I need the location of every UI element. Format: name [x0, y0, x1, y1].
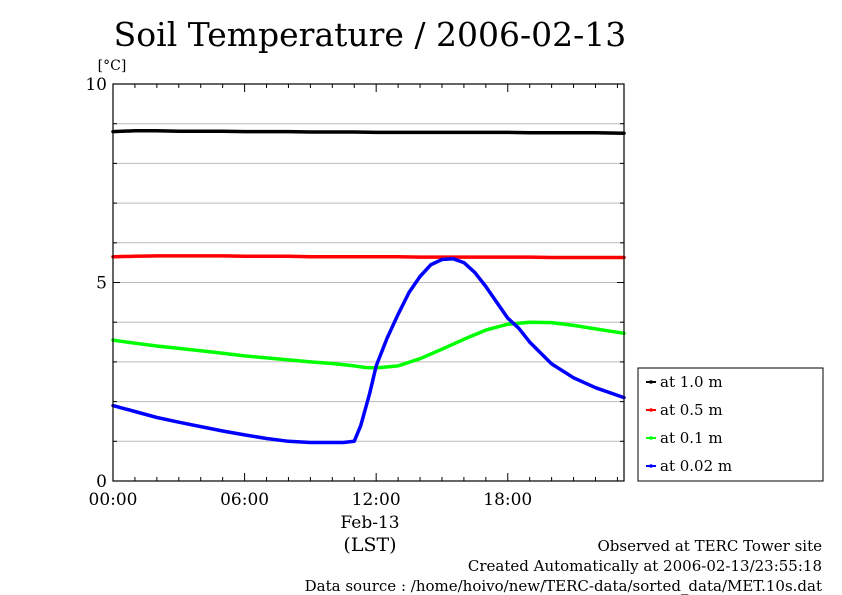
x-tick-label: 12:00 — [352, 490, 401, 510]
y-axis-ticks: 0 5 10 — [85, 75, 624, 492]
legend-marker — [649, 464, 653, 468]
legend: at 1.0 m at 0.5 m at 0.1 m at 0.02 m — [637, 367, 824, 482]
x-tick-label: 06:00 — [220, 490, 269, 510]
series-line — [111, 256, 626, 445]
x-tick-label: 00:00 — [89, 490, 138, 510]
x-axis-timezone-label: (LST) — [343, 534, 396, 556]
grid — [113, 123, 624, 442]
y-axis-unit: [°C] — [98, 58, 127, 74]
legend-marker — [649, 436, 653, 440]
legend-label: at 0.02 m — [660, 457, 732, 475]
footer-observed-site: Observed at TERC Tower site — [597, 537, 822, 555]
legend-label: at 0.5 m — [660, 401, 723, 419]
x-axis-date-label: Feb-13 — [340, 513, 399, 533]
footer-created-time: Created Automatically at 2006-02-13/23:5… — [468, 557, 822, 575]
x-tick-label: 18:00 — [483, 490, 532, 510]
series-line — [111, 320, 626, 370]
series-lines — [111, 129, 626, 445]
y-tick-label: 10 — [85, 75, 107, 95]
legend-label: at 1.0 m — [660, 373, 723, 391]
legend-marker — [649, 408, 653, 412]
footer-data-source: Data source : /home/hoivo/new/TERC-data/… — [305, 577, 822, 595]
legend-marker — [649, 380, 653, 384]
series-line — [111, 129, 626, 135]
legend-box — [637, 367, 824, 482]
x-axis-ticks: 00:00 06:00 12:00 18:00 — [89, 84, 618, 510]
y-tick-label: 5 — [96, 274, 107, 294]
legend-label: at 0.1 m — [660, 429, 723, 447]
chart-title: Soil Temperature / 2006-02-13 — [114, 15, 627, 54]
y-tick-label: 0 — [96, 472, 107, 492]
series-line — [111, 254, 626, 260]
